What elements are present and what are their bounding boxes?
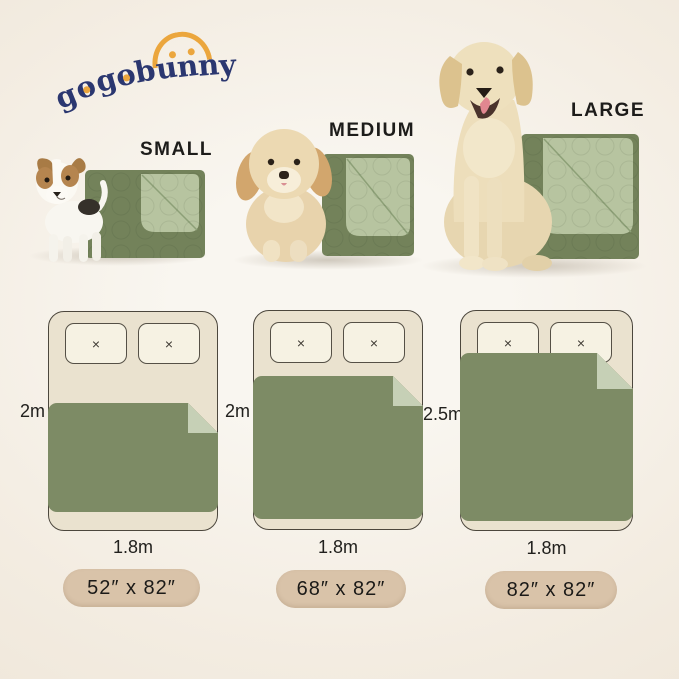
bed-diagram-large: × × (460, 310, 633, 531)
bed-height-label-large: 2.5m (423, 404, 464, 424)
bed-width-label-large: 1.8m (526, 538, 567, 558)
brand-letter: y (217, 47, 237, 83)
size-label-medium: MEDIUM (329, 120, 416, 141)
blanket-on-bed-small (48, 403, 218, 512)
pillow-mark: × (296, 334, 306, 351)
pillow-mark: × (91, 335, 101, 352)
pillow-mark: × (369, 334, 379, 351)
bed-height-label-medium: 2m (225, 401, 251, 421)
size-label-small: SMALL (140, 139, 213, 160)
blanket-fold-corner (393, 376, 423, 406)
pillow: × (138, 323, 200, 364)
blanket-size-pill-large: 82″ x 82″ (485, 571, 617, 609)
bed-width-label-small: 1.8m (112, 537, 154, 557)
pillow-mark: × (164, 335, 174, 352)
medium-blanket-image (322, 154, 414, 256)
blanket-size-pill-small: 52″ x 82″ (63, 569, 200, 607)
blanket-on-bed-large (460, 353, 633, 521)
blanket-size-pill-medium: 68″ x 82″ (276, 570, 406, 608)
small-dog-photo (36, 158, 108, 262)
pillow: × (270, 322, 332, 363)
bed-height-label-small: 2m (20, 401, 46, 421)
pillow-mark: × (503, 334, 513, 351)
size-label-large: LARGE (571, 100, 645, 121)
brand-letter: n (174, 47, 200, 85)
large-dog-photo (439, 42, 552, 271)
pillow: × (65, 323, 127, 364)
medium-dog-photo (236, 129, 332, 262)
bed-width-label-medium: 1.8m (317, 537, 359, 557)
pillow-mark: × (576, 334, 586, 351)
brand-letter: n (196, 47, 221, 83)
small-blanket-image (85, 170, 205, 258)
pillow: × (343, 322, 405, 363)
blanket-fold-corner (188, 403, 218, 433)
blanket-on-bed-medium (253, 376, 423, 519)
brand-logo: g o g o b u n n y (50, 27, 242, 122)
bed-diagram-medium: × × (253, 310, 423, 530)
brand-name: g o g o b u n n y (50, 47, 236, 115)
bed-diagram-small: × × (48, 311, 218, 531)
